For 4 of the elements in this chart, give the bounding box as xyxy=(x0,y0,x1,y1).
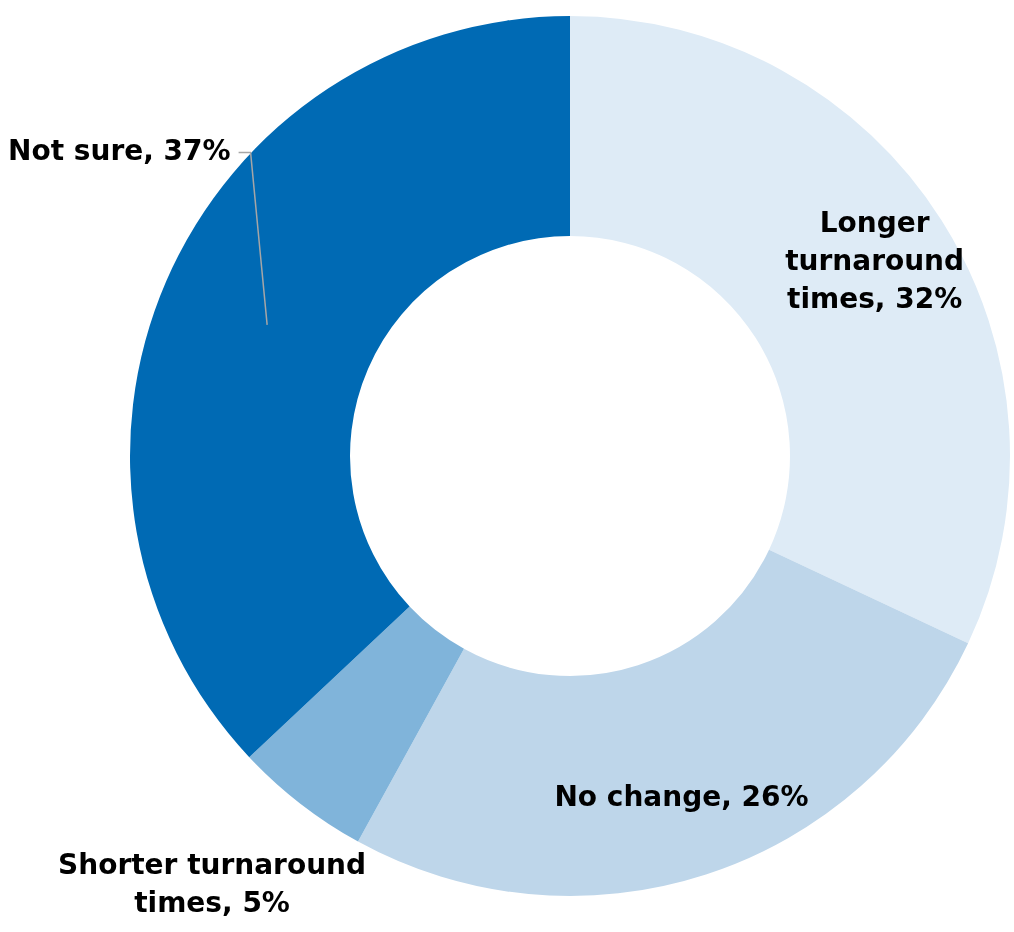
slice-label: No change, 26% xyxy=(554,780,809,814)
slice-label: Shorter turnaround times, 5% xyxy=(58,848,367,920)
slice-label: Longer turnaround times, 32% xyxy=(785,205,965,315)
slice-label: Not sure, 37% xyxy=(8,133,231,167)
